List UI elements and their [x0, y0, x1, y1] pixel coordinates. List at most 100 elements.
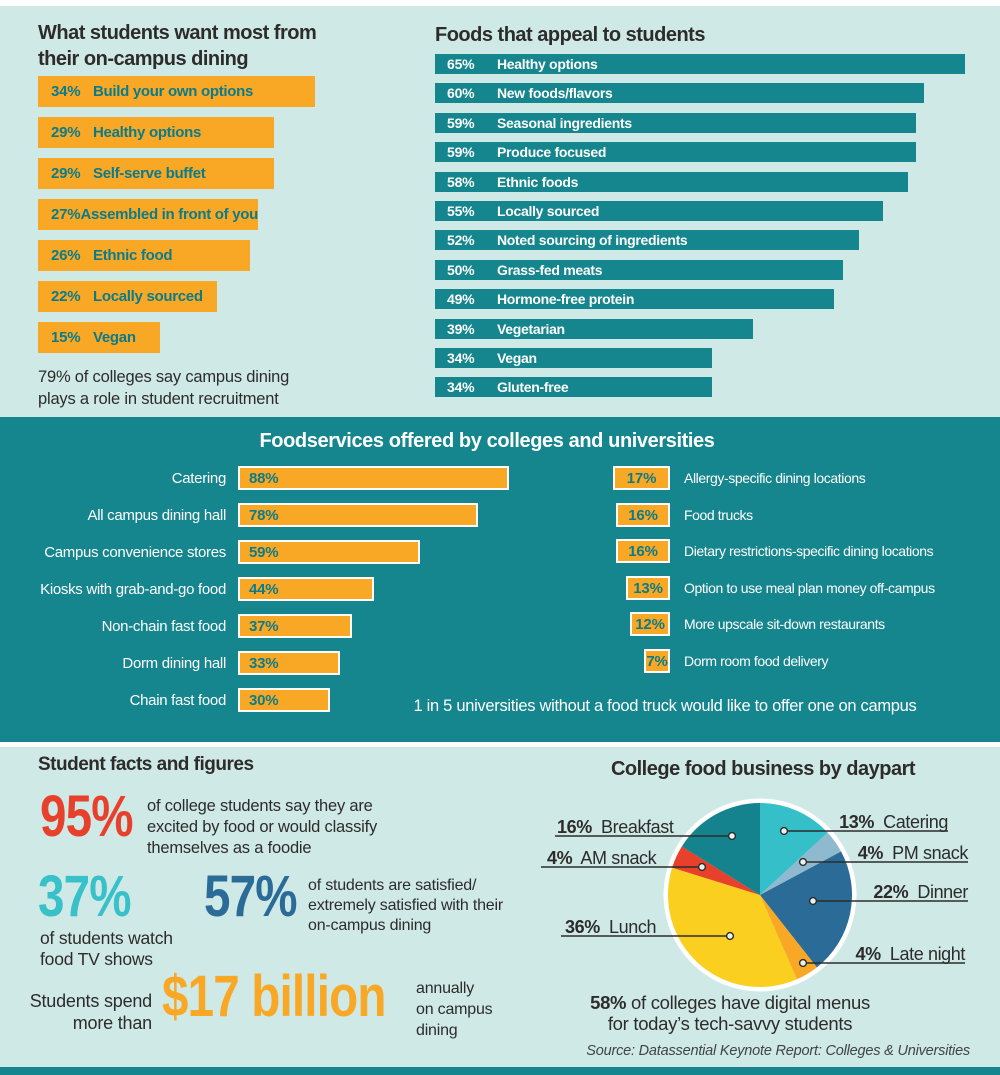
appeal-bar: 34% Vegan	[435, 348, 712, 368]
service-label: Dietary restrictions-specific dining loc…	[684, 543, 934, 559]
wants-bar-label: Assembled in front of you	[80, 206, 258, 223]
appeal-bar-pct: 59%	[447, 144, 475, 160]
pie-leader-dot	[697, 862, 707, 872]
service-label: Chain fast food	[129, 692, 227, 709]
spend-suffix: annually on campus dining	[416, 980, 493, 1039]
wants-bar: 29% Healthy options	[38, 117, 274, 148]
appeal-bar-label: Ethnic foods	[497, 174, 579, 190]
pie-caption: 58% of colleges have digital menus for t…	[590, 992, 870, 1034]
foodservices-title: Foodservices offered by colleges and uni…	[259, 430, 715, 452]
service-label: Option to use meal plan money off-campus	[684, 580, 935, 596]
wants-bar-pct: 22%	[51, 288, 81, 305]
wants-bar-label: Self-serve buffet	[93, 165, 206, 182]
wants-bar-pct: 26%	[51, 247, 81, 264]
spend-prefix: Students spend more than	[29, 991, 152, 1033]
foodservices-band: Foodservices offered by colleges and uni…	[0, 417, 1000, 742]
pie-leader-dot	[798, 857, 808, 867]
appeal-chart-title: Foods that appeal to students	[435, 24, 705, 46]
wants-bar: 15% Vegan	[38, 322, 160, 353]
daypart-title: College food business by daypart	[610, 758, 916, 780]
pie-slice-dinner	[760, 851, 852, 968]
appeal-bar-pct: 59%	[447, 115, 475, 131]
service-label: All campus dining hall	[87, 507, 227, 524]
appeal-bar-label: Hormone-free protein	[497, 291, 635, 307]
wants-bar-label: Vegan	[93, 329, 136, 346]
pie-label-pct: 22%	[873, 882, 909, 902]
service-bar: 16%	[616, 503, 670, 527]
wants-bar: 22% Locally sourced	[38, 281, 217, 312]
service-bar-pct: 44%	[249, 580, 279, 598]
pie-slice-breakfast	[681, 803, 760, 895]
appeal-bar-pct: 49%	[447, 291, 475, 307]
service-label: Allergy-specific dining locations	[684, 470, 866, 486]
appeal-bar-pct: 58%	[447, 174, 475, 190]
facts-heading: Student facts and figures	[38, 754, 254, 775]
service-bar: 59%	[238, 540, 420, 564]
service-bar: 13%	[626, 576, 670, 600]
pie-leader-dot	[798, 958, 808, 968]
pie-outline	[663, 798, 857, 992]
pie-slice-catering	[760, 803, 828, 895]
appeal-bar: 39% Vegetarian	[435, 319, 753, 339]
service-bar-pct: 30%	[249, 691, 279, 709]
pie-label-pm-snack: 4% PM snack	[857, 843, 969, 863]
wants-chart-bars: 34% Build your own options 29% Healthy opti…	[38, 76, 418, 356]
pie-slice-lunch	[668, 867, 797, 987]
service-bar-pct: 33%	[249, 654, 279, 672]
appeal-bar: 49% Hormone-free protein	[435, 289, 834, 309]
daypart-pie-chart	[541, 798, 968, 992]
appeal-bar: 65% Healthy options	[435, 54, 965, 74]
wants-bar-label: Ethnic food	[93, 247, 173, 264]
appeal-bar-label: Healthy options	[497, 56, 598, 72]
service-bar: 33%	[238, 651, 340, 675]
appeal-bar: 59% Seasonal ingredients	[435, 113, 916, 133]
wants-chart-title: What students want most from their on-ca…	[38, 22, 317, 70]
service-bar-pct: 88%	[249, 469, 279, 487]
wants-bar-label: Locally sourced	[93, 288, 203, 305]
pie-label-pct: 16%	[557, 817, 592, 837]
pie-slice-late-night	[760, 895, 817, 980]
spend-value: $17 billion	[162, 964, 386, 1029]
foodservices-note: 1 in 5 universities without a food truck…	[413, 697, 917, 715]
stat-57-text: of students are satisfied/ extremely sat…	[308, 877, 503, 934]
appeal-bar-label: Noted sourcing of ingredients	[497, 232, 688, 248]
service-bar: 12%	[630, 612, 670, 636]
appeal-bar-pct: 39%	[447, 321, 475, 337]
service-label: Kiosks with grab-and-go food	[40, 581, 226, 598]
pie-leader-dot	[779, 826, 789, 836]
pie-label-pct: 4%	[855, 944, 882, 964]
pie-label-lunch: 36% Lunch	[565, 917, 657, 937]
service-label: Dorm room food delivery	[684, 653, 829, 669]
service-bar-pct: 59%	[249, 543, 279, 561]
stat-95-value: 95%	[40, 784, 134, 849]
service-bar-pct: 13%	[633, 579, 663, 597]
appeal-bar-pct: 60%	[447, 85, 475, 101]
appeal-bar-pct: 34%	[447, 350, 475, 366]
service-bar-pct: 7%	[646, 652, 668, 670]
service-bar-pct: 16%	[628, 506, 658, 524]
wants-bar: 29% Self-serve buffet	[38, 158, 274, 189]
pie-label-late-night: 4% Late night	[855, 944, 966, 964]
service-label: More upscale sit-down restaurants	[684, 616, 885, 632]
wants-bar-pct: 29%	[51, 165, 81, 182]
pie-label-pct: 36%	[565, 917, 600, 937]
stat-57-value: 57%	[204, 864, 298, 929]
pie-slice-am-snack	[672, 846, 760, 895]
foodservices-left-column: Catering 88% All campus dining hall 78% Camp…	[0, 466, 680, 736]
pie-label-pct: 4%	[857, 843, 884, 863]
appeal-bar-label: New foods/flavors	[497, 85, 613, 101]
appeal-bar: 52% Noted sourcing of ingredients	[435, 230, 859, 250]
service-bar-pct: 16%	[628, 542, 658, 560]
pie-label-breakfast: 16% Breakfast	[557, 817, 674, 837]
appeal-bar-label: Vegetarian	[497, 321, 565, 337]
appeal-bar-label: Seasonal ingredients	[497, 115, 632, 131]
bottom-edge-strip	[0, 1067, 1000, 1075]
service-bar-pct: 17%	[626, 469, 657, 487]
foodservices-right-column: 17% Allergy-specific dining locations 16% F…	[0, 466, 1000, 706]
pie-label-pct: 4%	[547, 848, 573, 868]
wants-bar-label: Build your own options	[93, 83, 254, 100]
service-bar: 44%	[238, 577, 374, 601]
service-bar: 7%	[644, 649, 670, 673]
wants-bar-pct: 27%	[51, 206, 81, 223]
appeal-bar-pct: 52%	[447, 232, 475, 248]
